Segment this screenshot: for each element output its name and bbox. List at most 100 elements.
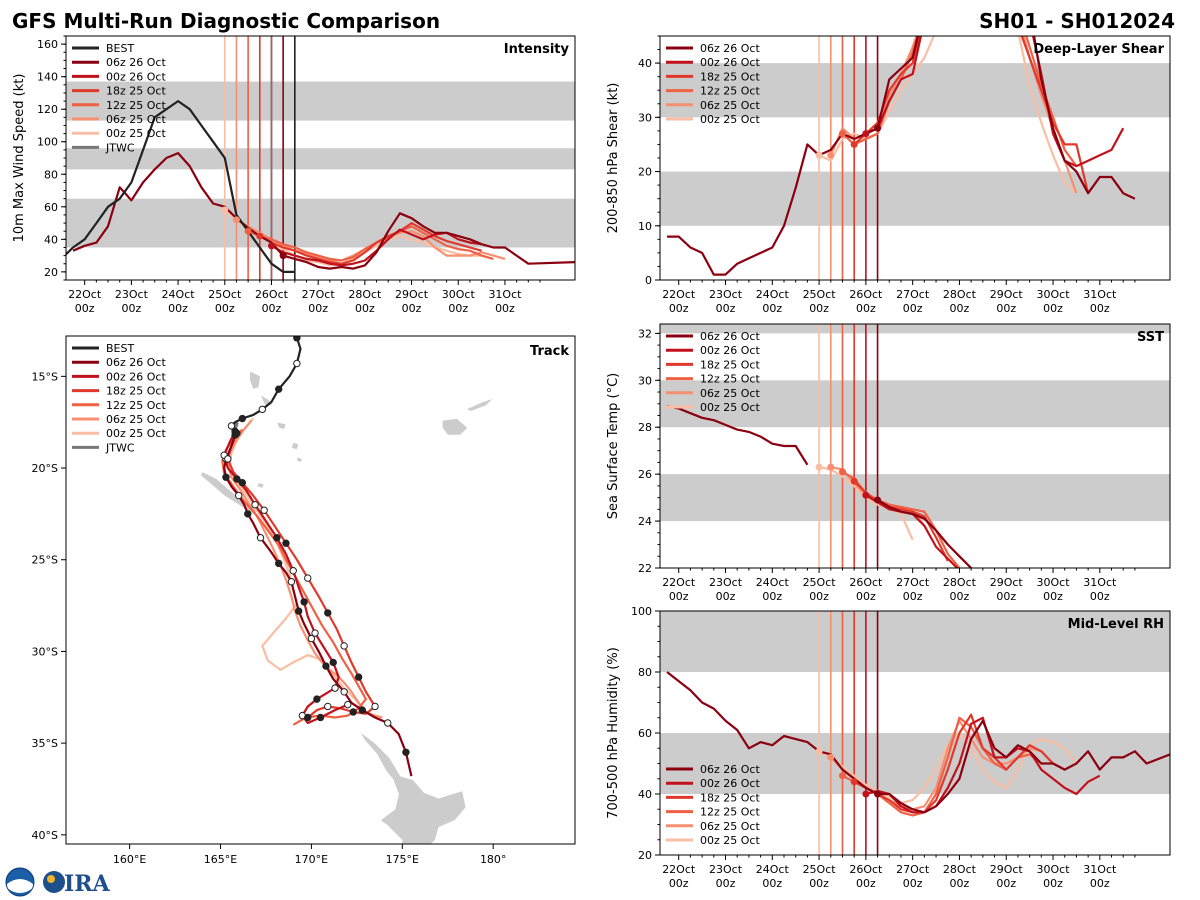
panel-title: Mid-Level RH — [1068, 617, 1164, 632]
init-marker-00z-25-oct — [815, 151, 823, 159]
legend-label-00z-25-oct: 00z 25 Oct — [106, 127, 166, 140]
plot-area — [660, 611, 1170, 855]
track-marker-00z-26-oct — [329, 658, 337, 667]
track-line-06z-26-oct — [223, 434, 413, 777]
track-marker-06z-26-oct — [294, 607, 303, 615]
x-tick-sublabel: 00z — [809, 590, 829, 603]
y-tick-label: 40 — [638, 57, 652, 70]
threshold-band — [66, 148, 575, 170]
init-marker-06z-25-oct — [232, 216, 240, 224]
track-marker-best — [227, 422, 236, 430]
x-tick-sublabel: 00z — [355, 302, 375, 315]
x-tick-sublabel: 00z — [121, 302, 141, 315]
x-tick-label: 22Oct — [68, 288, 102, 301]
x-tick-label: 30Oct — [1037, 863, 1071, 876]
track-marker-06z-26-oct — [222, 473, 230, 481]
init-marker-00z-25-oct — [815, 747, 823, 755]
track-marker-18z-25-oct — [233, 429, 241, 437]
x-tick-sublabel: 00z — [762, 302, 782, 315]
init-marker-12z-25-oct — [838, 130, 846, 138]
track-marker-00z-26-oct — [273, 534, 281, 542]
legend-label-00z-25-oct: 00z 25 Oct — [106, 427, 166, 440]
legend-label-06z-25-oct: 06z 25 Oct — [106, 413, 166, 426]
series-line-06z-26-oct — [667, 36, 1136, 276]
land-vanuatu-erromango — [291, 442, 300, 451]
series-line-18z-25-oct — [259, 222, 482, 265]
x-tick-label: 29Oct — [990, 288, 1024, 301]
series-line-06z-26-oct — [666, 405, 809, 466]
track-marker-06z-26-oct — [322, 662, 330, 670]
panel-title: SST — [1137, 330, 1164, 345]
threshold-band — [660, 171, 1170, 226]
noaa-logo-icon — [5, 867, 35, 897]
legend-label-12z-25-oct: 12z 25 Oct — [106, 99, 166, 112]
series-line-12z-25-oct — [247, 225, 494, 262]
land-vanuatu-tanna — [296, 456, 303, 463]
track-marker-00z-26-oct — [233, 475, 241, 483]
track-marker-00z-26-oct — [316, 713, 325, 722]
track-marker-00z-26-oct — [311, 629, 319, 637]
y-tick-label: 30 — [638, 111, 652, 124]
legend-label-06z-25-oct: 06z 25 Oct — [700, 99, 760, 112]
legend-label-18z-25-oct: 18z 25 Oct — [700, 791, 760, 804]
plot-area — [660, 324, 1170, 568]
track-marker-06z-26-oct — [287, 578, 296, 586]
legend-label-18z-25-oct: 18z 25 Oct — [700, 358, 760, 371]
x-tick-label: 29Oct — [990, 863, 1024, 876]
legend-label-00z-26-oct: 00z 26 Oct — [700, 777, 760, 790]
x-tick-sublabel: 00z — [716, 302, 736, 315]
axes-frame — [659, 323, 1171, 569]
threshold-band — [660, 324, 1170, 334]
x-tick-label: 170°E — [295, 853, 328, 866]
x-tick-sublabel: 00z — [856, 877, 876, 890]
x-tick-label: 25Oct — [803, 288, 837, 301]
x-tick-label: 28Oct — [348, 288, 382, 301]
x-tick-label: 165°E — [204, 853, 237, 866]
track-marker-18z-25-oct — [340, 642, 348, 650]
track-marker-00z-26-oct — [313, 695, 321, 703]
y-tick-label: 28 — [638, 421, 652, 434]
track-marker-18z-25-oct — [324, 702, 332, 711]
track-marker-best — [238, 414, 247, 423]
x-tick-label: 30Oct — [1037, 576, 1071, 589]
track-marker-best — [293, 359, 301, 368]
land-vanuatu-espiritu-santo — [249, 370, 261, 390]
y-tick-label: 20 — [44, 266, 58, 279]
series-line-best — [66, 99, 295, 273]
x-tick-sublabel: 00z — [448, 302, 468, 315]
x-tick-label: 28Oct — [943, 576, 977, 589]
panel-sst: 22242628303222Oct00z23Oct00z24Oct00z25Oc… — [606, 323, 1171, 603]
y-axis-label: 200-850 hPa Shear (kt) — [606, 83, 621, 234]
x-tick-label: 180° — [480, 853, 507, 866]
x-tick-label: 31Oct — [1083, 863, 1117, 876]
y-tick-label: 15°S — [32, 370, 58, 383]
y-tick-label: 30°S — [32, 645, 58, 658]
y-axis-label: 700-500 hPa Humidity (%) — [606, 647, 621, 819]
x-tick-sublabel: 00z — [762, 877, 782, 890]
x-tick-sublabel: 00z — [495, 302, 515, 315]
x-tick-sublabel: 00z — [1090, 877, 1110, 890]
x-tick-label: 25Oct — [803, 576, 837, 589]
track-marker-06z-26-oct — [358, 706, 367, 714]
figure-title-left: GFS Multi-Run Diagnostic Comparison — [12, 9, 440, 33]
init-marker-12z-25-oct — [838, 772, 846, 780]
threshold-band — [660, 380, 1170, 428]
legend-label-18z-25-oct: 18z 25 Oct — [106, 85, 166, 98]
track-marker-00z-26-oct — [331, 684, 339, 692]
panel-track: 160°E 165°E 170°E 175°E 180° 15°S 20°S 25°S 30°S… — [32, 335, 576, 866]
panel-title: Intensity — [504, 42, 570, 57]
x-tick-label: 23Oct — [115, 288, 149, 301]
x-tick-sublabel: 00z — [950, 877, 970, 890]
legend-label-18z-25-oct: 18z 25 Oct — [106, 385, 166, 398]
init-marker-00z-25-oct — [815, 463, 823, 471]
y-tick-label: 100 — [37, 136, 58, 149]
x-tick-label: 30Oct — [442, 288, 476, 301]
x-tick-sublabel: 00z — [856, 302, 876, 315]
x-tick-sublabel: 00z — [669, 302, 689, 315]
y-tick-label: 10 — [638, 220, 652, 233]
init-marker-00z-26-oct — [267, 242, 275, 250]
x-tick-sublabel: 00z — [669, 877, 689, 890]
axes-frame — [65, 335, 576, 845]
figure-title-right: SH01 - SH012024 — [979, 9, 1175, 33]
